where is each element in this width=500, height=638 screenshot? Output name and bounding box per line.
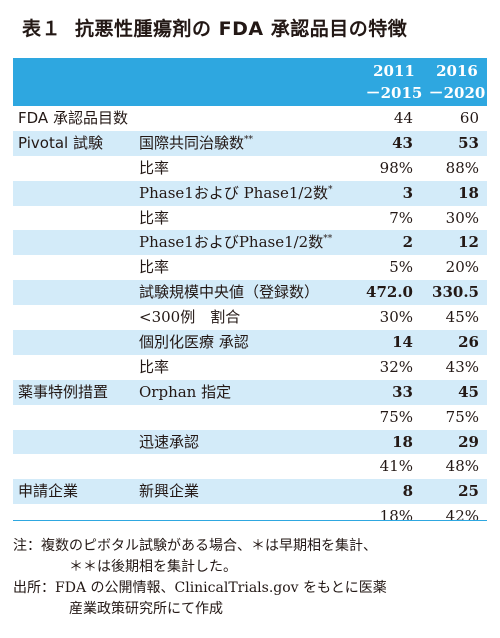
table-title-text: 抗悪性腫瘍剤の FDA 承認品目の特徴	[75, 18, 408, 40]
table-row: 迅速承認 18 29	[13, 429, 487, 455]
row-item-label: Orphan 指定	[139, 382, 232, 401]
value-2011-2015: 32%	[379, 357, 413, 376]
value-2016-2020: 30%	[445, 208, 479, 227]
value-2016-2020: 43%	[445, 357, 479, 376]
row-item: 比率	[139, 255, 169, 280]
value-2016-2020: 12	[458, 233, 479, 252]
table-row: FDA 承認品目数 44 60	[13, 106, 487, 131]
row-category: FDA 承認品目数	[18, 109, 128, 127]
row-item: 個別化医療 承認	[139, 330, 249, 355]
value-2016-2020: 20%	[445, 258, 479, 277]
value-2011-2015: 472.0	[366, 283, 413, 302]
row-item-label: 迅速承認	[139, 432, 200, 451]
table-row: 比率 98% 88%	[13, 156, 487, 181]
row-item-footnote-mark: *	[328, 184, 333, 195]
table-title: 表１ 抗悪性腫瘍剤の FDA 承認品目の特徴	[22, 14, 482, 41]
value-2011-2015: 75%	[379, 407, 413, 426]
row-item: 試験規模中央値（登録数）	[139, 280, 319, 305]
row-item: 迅速承認	[139, 430, 199, 455]
value-2016-2020: 29	[458, 432, 479, 451]
row-item-label: Phase1およびPhase1/2数	[139, 233, 324, 252]
table-row: 薬事特例措置 Orphan 指定 33 45	[13, 379, 487, 405]
value-2011-2015: 98%	[379, 158, 413, 177]
value-2016-2020: 330.5	[432, 283, 479, 302]
row-item: 比率	[139, 206, 169, 231]
table-row: Phase1および Phase1/2数* 3 18	[13, 180, 487, 206]
row-category: 薬事特例措置	[18, 382, 109, 401]
value-2011-2015: 44	[393, 109, 413, 127]
note-line-1: 注：複数のピボタル試験がある場合、＊は早期相を集計、	[13, 538, 377, 554]
table-row: <300例 割合 30% 45%	[13, 305, 487, 330]
value-2016-2020: 48%	[445, 457, 479, 476]
row-item: 比率	[139, 355, 169, 380]
value-2016-2020: 26	[458, 333, 479, 352]
value-2011-2015: 43	[392, 133, 413, 152]
value-2016-2020: 75%	[445, 407, 479, 426]
table-row: 41% 48%	[13, 454, 487, 479]
value-2011-2015: 18	[392, 432, 413, 451]
value-2011-2015: 30%	[379, 308, 413, 327]
header-period-2016-2020: 2016 －2020	[428, 62, 486, 102]
table-row: 比率 7% 30%	[13, 206, 487, 231]
table-row: 個別化医療 承認 14 26	[13, 330, 487, 355]
row-item-label: <300例 割合	[139, 308, 241, 327]
value-2016-2020: 53	[458, 133, 479, 152]
value-2016-2020: 88%	[445, 158, 479, 177]
table-row: Phase1およびPhase1/2数** 2 12	[13, 230, 487, 256]
row-item-label: 比率	[139, 258, 170, 277]
value-2016-2020: 45%	[445, 308, 479, 327]
source-line-1: 出所：FDA の公開情報、ClinicalTrials.gov をもとに医薬	[13, 580, 387, 596]
row-item: 比率	[139, 156, 169, 181]
row-category: Pivotal 試験	[18, 133, 103, 152]
row-item: Orphan 指定	[139, 380, 231, 405]
table-row: 18% 42%	[13, 504, 487, 529]
row-item: Phase1およびPhase1/2数**	[139, 230, 332, 255]
row-item: Phase1および Phase1/2数*	[139, 181, 333, 206]
table-number: 表１	[22, 18, 62, 40]
value-2016-2020: 25	[458, 482, 479, 501]
row-item-label: Phase1および Phase1/2数	[139, 183, 328, 202]
table-row: 75% 75%	[13, 405, 487, 430]
value-2011-2015: 41%	[379, 457, 413, 476]
value-2011-2015: 8	[402, 482, 413, 501]
row-item-label: 比率	[139, 357, 170, 376]
value-2016-2020: 18	[458, 183, 479, 202]
value-2011-2015: 7%	[389, 208, 413, 227]
table-row: Pivotal 試験 国際共同治験数** 43 53	[13, 130, 487, 156]
row-item: 新興企業	[139, 479, 199, 504]
row-item-footnote-mark: **	[323, 234, 333, 245]
row-item-label: 国際共同治験数	[139, 133, 245, 152]
value-2011-2015: 2	[402, 233, 413, 252]
row-item-label: 比率	[139, 208, 170, 227]
value-2011-2015: 14	[392, 333, 413, 352]
footnotes: 注：複数のピボタル試験がある場合、＊は早期相を集計、 ＊＊は後期相を集計した。 …	[13, 536, 489, 620]
value-2011-2015: 18%	[379, 507, 413, 526]
value-2016-2020: 60	[459, 109, 479, 127]
value-2016-2020: 42%	[445, 507, 479, 526]
value-2016-2020: 45	[458, 382, 479, 401]
row-item: <300例 割合	[139, 305, 240, 330]
table-row: 試験規模中央値（登録数） 472.0 330.5	[13, 280, 487, 306]
value-2011-2015: 33	[392, 382, 413, 401]
table-row: 比率 32% 43%	[13, 355, 487, 380]
value-2011-2015: 5%	[389, 258, 413, 277]
row-item: 国際共同治験数**	[139, 131, 253, 156]
value-2011-2015: 3	[402, 183, 413, 202]
data-table: 2011 －2015 2016 －2020 FDA 承認品目数 44 60 Pivot…	[13, 58, 487, 529]
note-line-2: ＊＊は後期相を集計した。	[69, 559, 237, 575]
header-period-2011-2015: 2011 －2015	[365, 62, 423, 102]
table-row: 申請企業 新興企業 8 25	[13, 479, 487, 505]
row-item-footnote-mark: **	[244, 134, 254, 145]
row-item-label: 新興企業	[139, 482, 200, 501]
table-bottom-rule	[13, 520, 487, 521]
table-row: 比率 5% 20%	[13, 255, 487, 280]
row-item-label: 個別化医療 承認	[139, 333, 249, 352]
table-body: FDA 承認品目数 44 60 Pivotal 試験 国際共同治験数** 43 53 比率 98…	[13, 106, 487, 529]
row-item-label: 試験規模中央値（登録数）	[139, 283, 320, 302]
row-item-label: 比率	[139, 158, 170, 177]
source-line-2: 産業政策研究所にて作成	[69, 601, 223, 617]
table-header: 2011 －2015 2016 －2020	[13, 58, 487, 106]
row-category: 申請企業	[18, 482, 79, 501]
